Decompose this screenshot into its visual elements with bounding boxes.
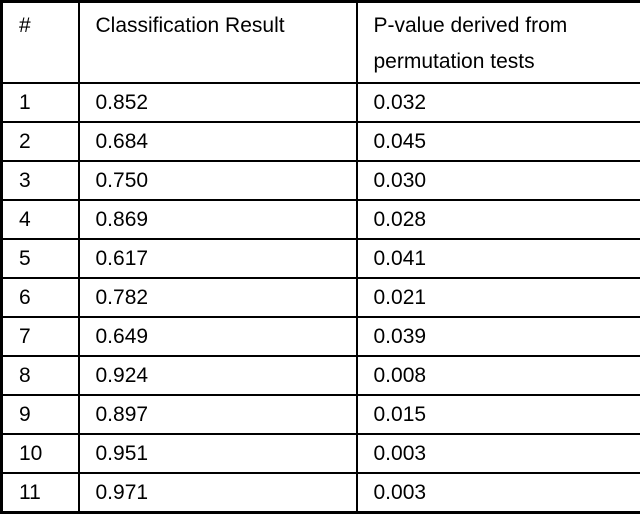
cell-index: 7 (2, 317, 79, 356)
cell-index: 8 (2, 356, 79, 395)
cell-index: 1 (2, 83, 79, 122)
cell-index: 5 (2, 239, 79, 278)
cell-index: 6 (2, 278, 79, 317)
cell-classification-result: 0.649 (79, 317, 357, 356)
cell-p-value: 0.028 (357, 200, 640, 239)
cell-p-value: 0.008 (357, 356, 640, 395)
cell-classification-result: 0.897 (79, 395, 357, 434)
table-header-row: # Classification Result P-value derived … (2, 2, 640, 84)
column-header-index: # (2, 2, 79, 84)
cell-p-value: 0.041 (357, 239, 640, 278)
cell-index: 4 (2, 200, 79, 239)
cell-classification-result: 0.869 (79, 200, 357, 239)
cell-index: 11 (2, 473, 79, 513)
cell-classification-result: 0.924 (79, 356, 357, 395)
column-header-p-value: P-value derived from permutation tests (357, 2, 640, 84)
cell-classification-result: 0.617 (79, 239, 357, 278)
cell-p-value: 0.003 (357, 473, 640, 513)
cell-p-value: 0.003 (357, 434, 640, 473)
cell-classification-result: 0.852 (79, 83, 357, 122)
cell-classification-result: 0.971 (79, 473, 357, 513)
cell-p-value: 0.045 (357, 122, 640, 161)
cell-index: 2 (2, 122, 79, 161)
column-header-classification-result: Classification Result (79, 2, 357, 84)
cell-classification-result: 0.951 (79, 434, 357, 473)
cell-p-value: 0.021 (357, 278, 640, 317)
cell-p-value: 0.015 (357, 395, 640, 434)
cell-index: 3 (2, 161, 79, 200)
cell-p-value: 0.032 (357, 83, 640, 122)
cell-p-value: 0.039 (357, 317, 640, 356)
cell-index: 9 (2, 395, 79, 434)
cell-classification-result: 0.684 (79, 122, 357, 161)
cell-index: 10 (2, 434, 79, 473)
results-table-container: # Classification Result P-value derived … (0, 0, 640, 492)
cell-p-value: 0.030 (357, 161, 640, 200)
cell-classification-result: 0.782 (79, 278, 357, 317)
cell-classification-result: 0.750 (79, 161, 357, 200)
